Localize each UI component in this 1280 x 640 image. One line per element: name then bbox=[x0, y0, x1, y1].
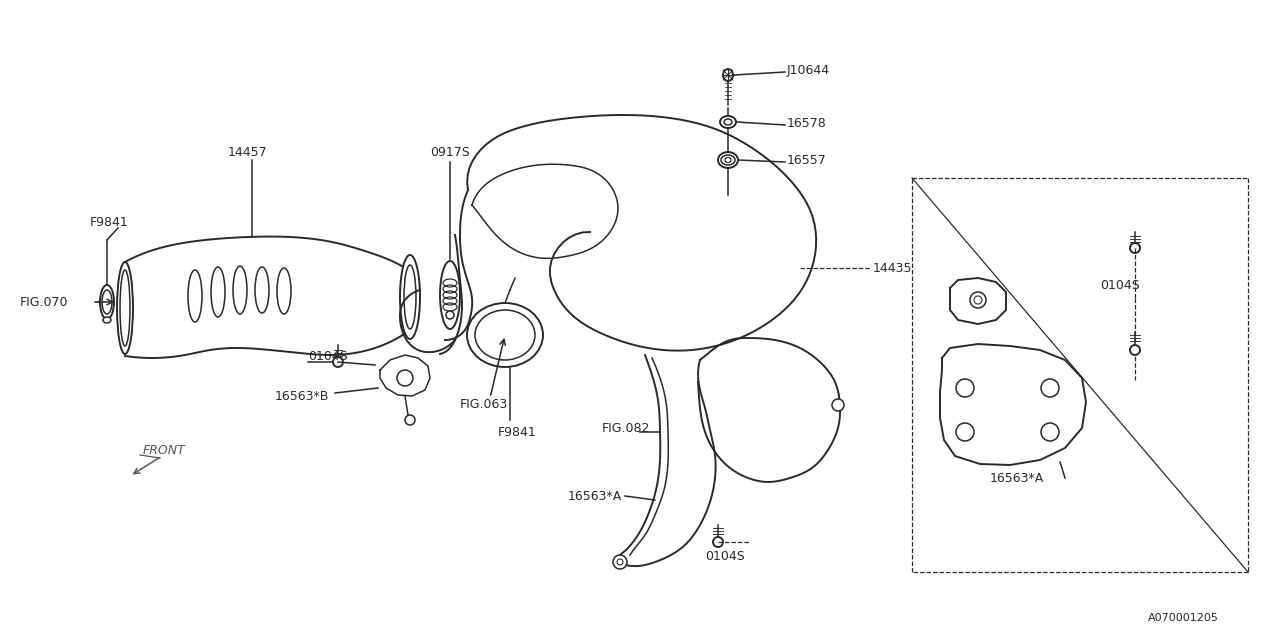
Circle shape bbox=[1041, 423, 1059, 441]
Text: 0104S: 0104S bbox=[308, 349, 348, 362]
Circle shape bbox=[832, 399, 844, 411]
Ellipse shape bbox=[100, 285, 114, 319]
Circle shape bbox=[613, 555, 627, 569]
Text: FIG.063: FIG.063 bbox=[460, 399, 508, 412]
Ellipse shape bbox=[116, 262, 133, 354]
Circle shape bbox=[445, 311, 454, 319]
Text: 14457: 14457 bbox=[228, 145, 268, 159]
Text: 16557: 16557 bbox=[787, 154, 827, 166]
Text: J10644: J10644 bbox=[787, 63, 831, 77]
Circle shape bbox=[713, 537, 723, 547]
Circle shape bbox=[1130, 243, 1140, 253]
Ellipse shape bbox=[721, 116, 736, 128]
Text: A070001205: A070001205 bbox=[1148, 613, 1219, 623]
Text: 0917S: 0917S bbox=[430, 145, 470, 159]
Circle shape bbox=[404, 415, 415, 425]
Text: 0104S: 0104S bbox=[1100, 278, 1139, 291]
Ellipse shape bbox=[718, 152, 739, 168]
Text: 16563*B: 16563*B bbox=[275, 390, 329, 403]
Circle shape bbox=[1130, 345, 1140, 355]
Ellipse shape bbox=[102, 317, 111, 323]
Circle shape bbox=[956, 423, 974, 441]
Circle shape bbox=[1041, 379, 1059, 397]
Circle shape bbox=[333, 357, 343, 367]
Text: 16578: 16578 bbox=[787, 116, 827, 129]
Text: 0104S: 0104S bbox=[705, 550, 745, 563]
Text: FRONT: FRONT bbox=[143, 444, 186, 456]
Text: F9841: F9841 bbox=[90, 216, 129, 228]
Circle shape bbox=[970, 292, 986, 308]
Circle shape bbox=[397, 370, 413, 386]
Ellipse shape bbox=[401, 255, 420, 339]
Text: 16563*A: 16563*A bbox=[568, 490, 622, 502]
Text: FIG.082: FIG.082 bbox=[602, 422, 650, 435]
Text: 16563*A: 16563*A bbox=[989, 472, 1044, 484]
Text: FIG.070: FIG.070 bbox=[20, 296, 69, 308]
Ellipse shape bbox=[723, 69, 733, 81]
Text: 14435: 14435 bbox=[873, 262, 913, 275]
Text: F9841: F9841 bbox=[498, 426, 536, 438]
Circle shape bbox=[956, 379, 974, 397]
